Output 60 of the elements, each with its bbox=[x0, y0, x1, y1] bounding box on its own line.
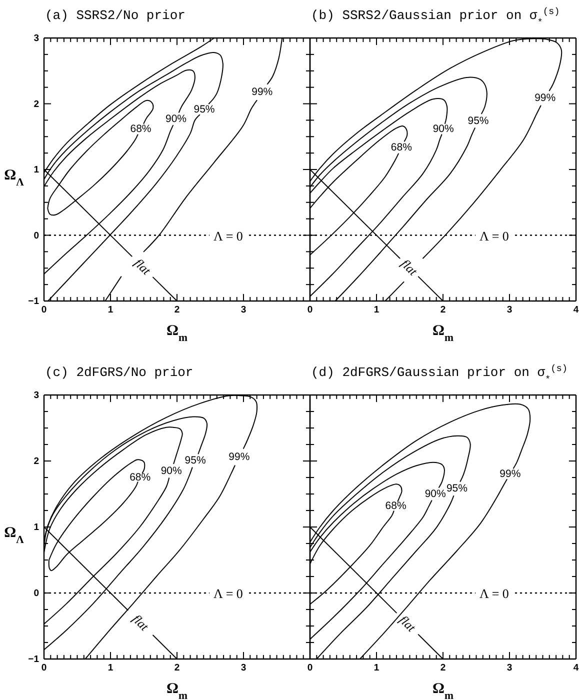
y-tick-label: 1 bbox=[34, 164, 40, 176]
x-axis-title: Ω$_{m}$ bbox=[166, 323, 188, 344]
x-tick-label: 3 bbox=[240, 304, 246, 316]
text: flat bbox=[130, 612, 152, 634]
series-label: 95% bbox=[468, 114, 489, 127]
y-tick-label: 3 bbox=[34, 390, 39, 402]
x-tick-label: 2 bbox=[174, 304, 180, 316]
x-tick-label: 3 bbox=[506, 662, 512, 674]
series-label: 95% bbox=[184, 454, 206, 467]
x-tick-label: 0 bbox=[307, 304, 313, 316]
x-tick-label: 2 bbox=[440, 304, 446, 316]
x-tick-label: 4 bbox=[573, 304, 579, 316]
x-tick-label: 1 bbox=[108, 662, 114, 674]
series-label: 68% bbox=[390, 141, 412, 154]
y-tick-label: −1 bbox=[28, 296, 40, 308]
series-label: 90% bbox=[160, 464, 182, 477]
x-tick-label: 1 bbox=[374, 304, 380, 316]
y-tick-label: 0 bbox=[34, 588, 39, 600]
x-tick-label: 2 bbox=[174, 662, 180, 674]
series-label: 99% bbox=[500, 468, 521, 480]
x-axis-title: Ω$_{m}$ bbox=[166, 681, 188, 700]
y-tick-label: 2 bbox=[34, 456, 39, 468]
text: flat bbox=[396, 612, 419, 635]
series-label: 99% bbox=[252, 86, 273, 98]
x-tick-label: 3 bbox=[506, 304, 512, 316]
x-tick-label: 4 bbox=[573, 662, 579, 674]
series-label: 90% bbox=[424, 488, 446, 500]
y-tick-label: 1 bbox=[34, 522, 40, 534]
y-axis-title: Ω$_{Λ}$ bbox=[4, 168, 24, 188]
series-label: 95% bbox=[446, 482, 468, 495]
text: flat bbox=[398, 256, 420, 279]
x-tick-label: 1 bbox=[108, 304, 114, 316]
x-tick-label: 1 bbox=[374, 662, 380, 674]
series-label: 68% bbox=[130, 472, 151, 484]
y-tick-label: −1 bbox=[28, 654, 40, 666]
series-label: 68% bbox=[130, 123, 152, 136]
x-tick-label: 0 bbox=[41, 304, 47, 316]
ref-line-label: Λ = 0 bbox=[213, 586, 243, 600]
y-tick-label: 3 bbox=[34, 33, 39, 44]
y-tick-label: 2 bbox=[34, 98, 39, 110]
ref-line-label: Λ = 0 bbox=[479, 228, 509, 243]
ref-line-label: Λ = 0 bbox=[213, 228, 243, 243]
legend-label: 99% bbox=[534, 92, 556, 104]
x-tick-label: 3 bbox=[240, 662, 246, 674]
x-axis-title: Ω$_{m}$ bbox=[432, 323, 454, 344]
series-label: 90% bbox=[432, 123, 454, 136]
x-tick-label: 0 bbox=[307, 662, 313, 674]
chart-title: (c) 2dFGRS/No prior bbox=[45, 365, 194, 380]
chart-title: (a) SSRS2/No prior bbox=[45, 8, 186, 23]
series-label: 68% bbox=[385, 500, 406, 512]
x-axis-title: Ω$_{m}$ bbox=[432, 681, 454, 700]
text: flat bbox=[132, 256, 154, 278]
ref-line-label: Λ = 0 bbox=[479, 586, 509, 600]
series-label: 99% bbox=[228, 451, 250, 464]
y-axis-title: Ω$_{Λ}$ bbox=[4, 525, 24, 546]
series-label: 90% bbox=[165, 112, 187, 125]
x-tick-label: 2 bbox=[440, 662, 446, 674]
y-tick-label: 0 bbox=[34, 230, 39, 242]
series-label: 95% bbox=[194, 103, 215, 116]
x-tick-label: 0 bbox=[41, 662, 47, 674]
